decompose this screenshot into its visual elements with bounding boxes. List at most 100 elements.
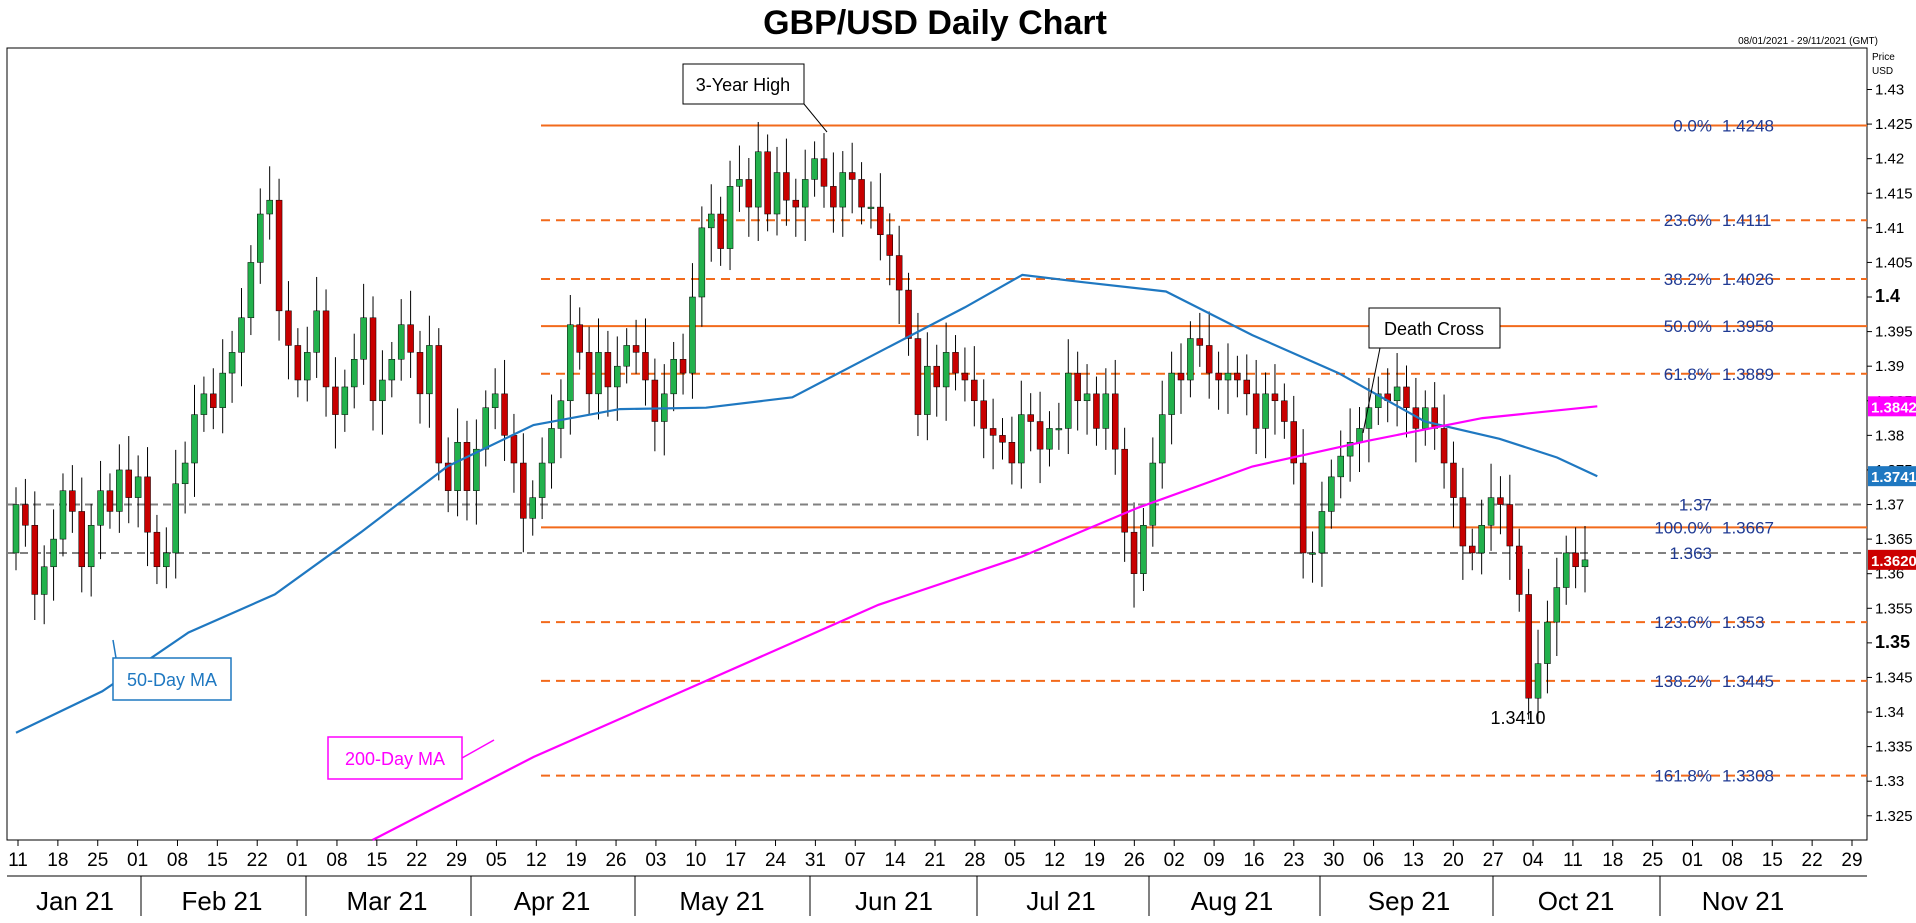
candle-down — [820, 158, 828, 187]
fib-percent-label: 138.2% — [1654, 672, 1712, 691]
y-tick-label: 1.39 — [1875, 358, 1904, 375]
candle-up — [1328, 476, 1335, 512]
x-day-label: 22 — [406, 850, 427, 871]
candle-up — [491, 393, 499, 408]
month-label: Oct 21 — [1538, 886, 1615, 916]
candle-up — [736, 179, 743, 187]
x-day-label: 25 — [1642, 850, 1663, 871]
price-tag-label: 1.3842 — [1871, 399, 1916, 416]
candle-up — [1055, 428, 1063, 431]
candle-up — [773, 172, 781, 215]
x-day-label: 05 — [1004, 850, 1025, 871]
candle-down — [1515, 545, 1523, 595]
candle-down — [22, 504, 29, 526]
candle-down — [1008, 442, 1016, 464]
candle-up — [726, 186, 734, 249]
candle-down — [651, 379, 659, 422]
candle-down — [576, 324, 583, 353]
candle-down — [1252, 393, 1260, 429]
candle-up — [12, 504, 20, 554]
candle-up — [1102, 393, 1110, 429]
candle-up — [614, 365, 621, 388]
candle-down — [1469, 545, 1476, 554]
candle-up — [1158, 414, 1166, 464]
candle-up — [1581, 559, 1589, 568]
candle-up — [801, 179, 809, 208]
fib-percent-label: 123.6% — [1654, 613, 1712, 632]
candle-up — [200, 393, 208, 415]
x-day-label: 14 — [885, 850, 907, 871]
candle-down — [1093, 393, 1100, 429]
candle-down — [1196, 338, 1204, 346]
candle-down — [999, 435, 1006, 443]
candle-up — [1337, 455, 1344, 478]
candle-up — [426, 345, 433, 395]
candle-down — [905, 289, 912, 339]
candle-up — [134, 476, 142, 498]
price-tag — [1868, 466, 1916, 487]
x-day-label: 10 — [685, 850, 706, 871]
candle-up — [942, 352, 950, 388]
candle-up — [924, 365, 931, 415]
candle-down — [322, 310, 330, 388]
ma200-line — [371, 405, 1598, 841]
x-day-label: 29 — [446, 850, 467, 871]
candle-down — [332, 386, 339, 415]
candle-down — [416, 352, 424, 395]
candle-down — [895, 255, 903, 291]
candle-down — [848, 172, 856, 180]
candle-down — [971, 379, 978, 402]
candle-down — [275, 199, 283, 312]
candle-down — [952, 352, 959, 374]
candle-up — [557, 400, 565, 429]
y-tick-label: 1.33 — [1875, 773, 1904, 790]
candle-up — [689, 296, 696, 374]
candle-down — [1215, 372, 1222, 381]
ma50-line — [15, 273, 1598, 734]
candle-down — [31, 525, 39, 595]
candle-up — [397, 324, 405, 360]
candle-up — [839, 172, 847, 208]
y-tick-label: 1.34 — [1875, 704, 1904, 721]
candle-up — [1534, 663, 1542, 699]
low-value-label: 1.3410 — [1490, 708, 1545, 728]
candle-down — [717, 213, 724, 249]
month-label: Jan 21 — [36, 886, 114, 916]
fib-value-label: 1.3445 — [1722, 672, 1774, 691]
candle-down — [1074, 372, 1081, 402]
x-day-label: 31 — [805, 850, 826, 871]
candle-down — [1177, 372, 1185, 381]
x-day-label: 03 — [645, 850, 666, 871]
candle-up — [266, 199, 273, 215]
x-day-label: 21 — [924, 850, 945, 871]
price-tag-label: 1.3741 — [1871, 469, 1916, 486]
candle-down — [78, 511, 86, 568]
candle-up — [454, 442, 461, 491]
candle-up — [1318, 511, 1326, 554]
candle-down — [1450, 462, 1457, 498]
candle-up — [360, 317, 367, 360]
fib-percent-label: 161.8% — [1654, 767, 1712, 786]
candle-up — [1346, 442, 1354, 457]
candle-up — [59, 490, 67, 540]
x-day-label: 15 — [1762, 850, 1783, 871]
fib-value-label: 1.3308 — [1722, 767, 1774, 786]
x-day-label: 01 — [287, 850, 308, 871]
candle-up — [172, 483, 179, 554]
price-tag — [1868, 549, 1916, 570]
candle-up — [1562, 552, 1570, 588]
x-day-label: 17 — [725, 850, 746, 871]
y-tick-label: 1.405 — [1875, 254, 1913, 271]
candle-up — [867, 206, 875, 209]
candle-up — [1356, 428, 1363, 443]
candle-down — [764, 151, 771, 215]
x-day-label: 18 — [1602, 850, 1623, 871]
x-day-label: 30 — [1323, 850, 1344, 871]
x-day-label: 07 — [845, 850, 866, 871]
candle-up — [97, 490, 104, 526]
candle-down — [144, 476, 151, 533]
fib-value-label: 1.3889 — [1722, 365, 1774, 384]
x-day-label: 20 — [1443, 850, 1464, 871]
y-tick-label: 1.4 — [1875, 286, 1900, 306]
